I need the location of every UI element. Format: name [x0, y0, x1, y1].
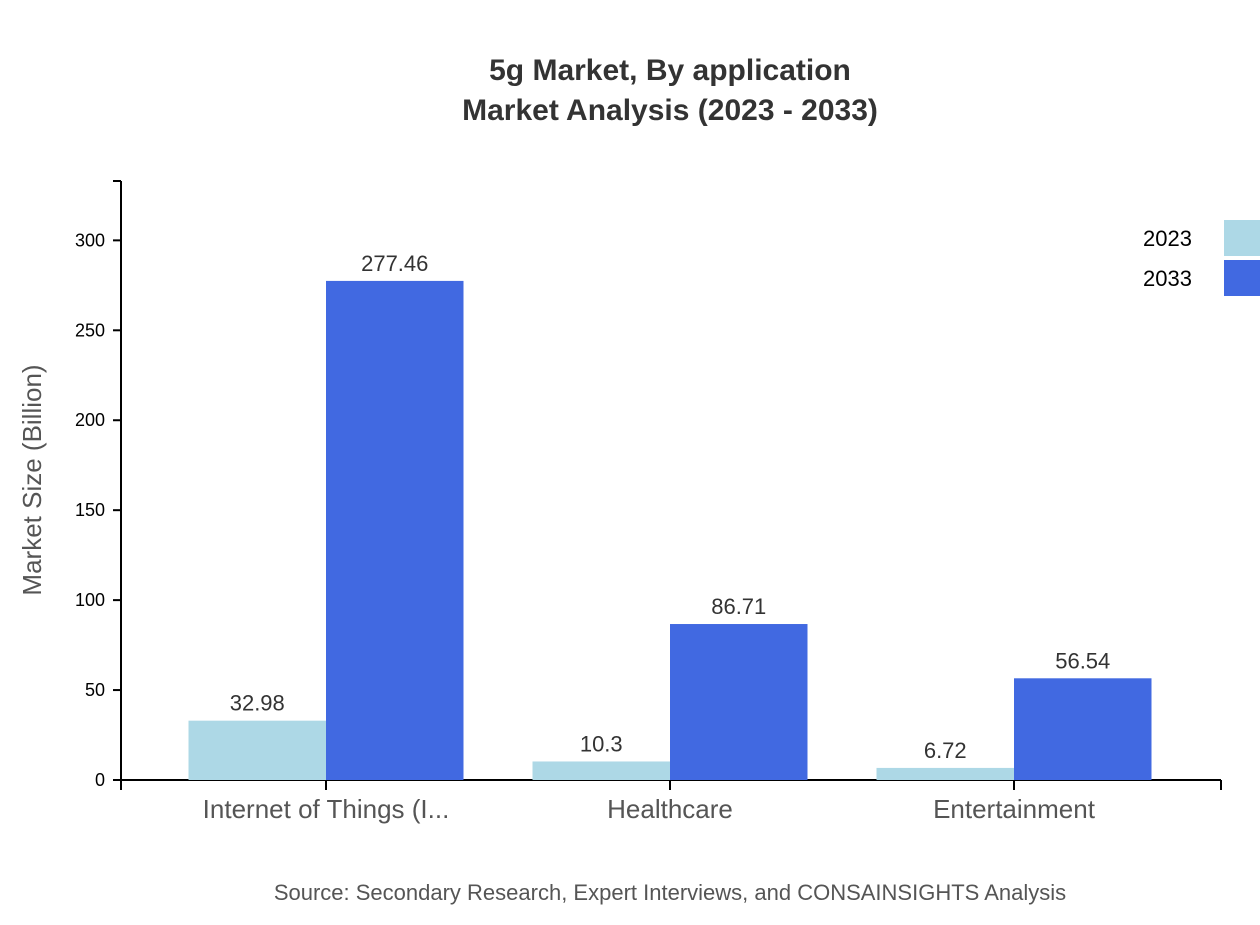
y-tick-label: 250 [75, 320, 105, 340]
x-tick-label: Healthcare [607, 794, 733, 824]
data-label: 277.46 [361, 251, 428, 276]
chart-title: 5g Market, By application [489, 54, 851, 87]
data-label: 10.3 [580, 731, 623, 756]
y-tick-label: 50 [85, 680, 105, 700]
bar-2033 [326, 280, 464, 780]
bar-2033 [1014, 678, 1152, 780]
x-tick-label: Entertainment [933, 794, 1096, 824]
data-label: 56.54 [1055, 648, 1110, 673]
legend-swatch [1224, 260, 1260, 296]
bar-2033 [670, 624, 808, 780]
bar-2023 [876, 767, 1014, 780]
y-tick-label: 100 [75, 590, 105, 610]
legend-swatch [1224, 220, 1260, 256]
data-label: 32.98 [230, 691, 285, 716]
y-tick-label: 150 [75, 500, 105, 520]
y-axis-label: Market Size (Billion) [17, 364, 47, 595]
bar-2023 [188, 720, 326, 780]
source-note: Source: Secondary Research, Expert Inter… [274, 880, 1066, 905]
chart-subtitle: Market Analysis (2023 - 2033) [462, 94, 878, 127]
y-tick-label: 200 [75, 410, 105, 430]
legend-label: 2023 [1143, 226, 1192, 251]
legend-label: 2033 [1143, 266, 1192, 291]
data-label: 86.71 [711, 594, 766, 619]
data-label: 6.72 [924, 738, 967, 763]
x-tick-label: Internet of Things (I... [203, 794, 450, 824]
y-tick-label: 0 [95, 770, 105, 790]
bar-2023 [532, 761, 670, 780]
y-tick-label: 300 [75, 230, 105, 250]
